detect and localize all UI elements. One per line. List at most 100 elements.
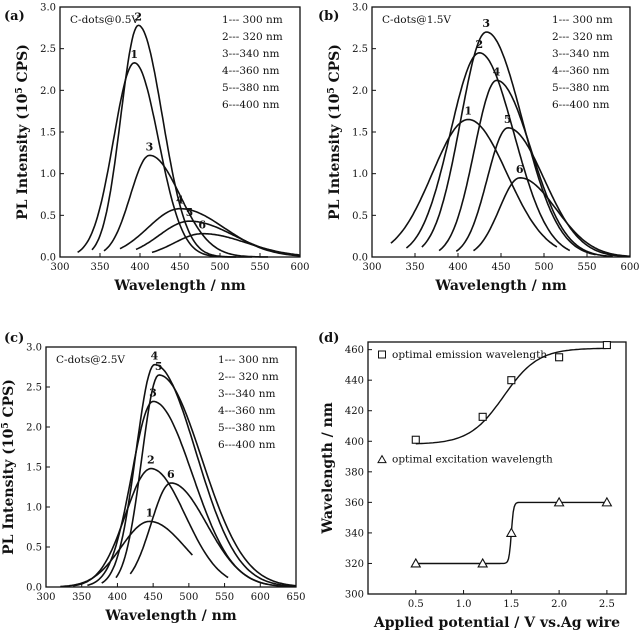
y-tick-label: 1.0 [40, 169, 56, 180]
series-5-label: 5 [186, 206, 194, 219]
y-tick-label: 1.5 [40, 128, 56, 139]
x-tick-label: 600 [620, 262, 639, 273]
panel-c: (c) 300 350 400 450 500 550 600 650 0.0 0.5 1.0 1.5 2… [1, 331, 306, 624]
plot-frame [367, 341, 627, 595]
y-tick-label: 0.5 [26, 543, 42, 554]
series-1-label: 1 [146, 506, 154, 519]
y-tick-label: 0.5 [40, 211, 56, 222]
series-6-label: 6 [167, 468, 175, 481]
series-4-label: 4 [493, 65, 501, 78]
x-tick-label: 550 [215, 592, 234, 603]
series-4-line [438, 79, 613, 258]
sample-annotation: C-dots@1.5V [382, 14, 451, 26]
panel-label: (c) [4, 331, 24, 346]
series-5-label: 5 [155, 360, 163, 373]
y-tick-label: 300 [345, 590, 364, 601]
y-tick-label: 340 [345, 528, 364, 539]
series-2-label: 2 [147, 454, 155, 467]
series-6-label: 6 [198, 219, 206, 232]
panel-label: (d) [318, 331, 339, 346]
emission-point [602, 341, 611, 350]
x-tick-label: 300 [362, 262, 381, 273]
series-4-label: 4 [151, 350, 159, 363]
panel-b: (b) 300 350 400 450 500 550 600 0.0 0.5 1.0 1.5 2.0 2… [318, 3, 640, 295]
excitation-point [505, 527, 517, 537]
series-3-label: 3 [149, 386, 157, 399]
series-5-line [115, 374, 297, 587]
legend-entry: 5---380 nm [222, 82, 279, 94]
x-tick-label: 400 [130, 262, 149, 273]
series-3-label: 3 [146, 140, 154, 153]
legend-entry: 4---360 nm [222, 65, 279, 77]
legend-entry: 3---340 nm [222, 48, 279, 60]
panel-label: (a) [4, 9, 25, 24]
sample-annotation: C-dots@0.5V [70, 14, 139, 26]
series-2-line [91, 24, 252, 258]
excitation-point [553, 496, 565, 507]
legend-entry: 4---360 nm [218, 405, 275, 417]
y-tick-label: 2.5 [26, 383, 42, 394]
y-tick-label: 2.0 [26, 423, 42, 434]
x-tick-label: 500 [534, 262, 553, 273]
y-tick-label: 2.0 [352, 86, 368, 97]
y-axis-label: PL Intensity (105 CPS) [327, 44, 343, 220]
legend-entry: 2--- 320 nm [218, 371, 279, 383]
x-tick-label: 300 [50, 262, 69, 273]
x-axis-label: Wavelength / nm [434, 278, 566, 294]
x-tick-label: 0.5 [408, 599, 424, 610]
x-tick-label: 400 [448, 262, 467, 273]
x-tick-label: 350 [90, 262, 109, 273]
x-tick-label: 1.0 [456, 599, 472, 610]
x-tick-label: 350 [72, 592, 91, 603]
x-axis-label: Applied potential / V vs.Ag wire [373, 615, 620, 631]
panel-label: (b) [318, 9, 339, 24]
series-1-line [77, 61, 236, 258]
x-tick-label: 600 [251, 592, 270, 603]
legend-entry: 5---380 nm [218, 422, 275, 434]
y-tick-label: 400 [345, 437, 364, 448]
y-tick-label: 3.0 [352, 3, 368, 14]
y-tick-label: 1.5 [26, 463, 42, 474]
y-tick-label: 1.0 [26, 503, 42, 514]
series-2-label: 2 [134, 10, 142, 23]
series-4-line [101, 363, 296, 588]
legend-entry: 6---400 nm [222, 99, 279, 111]
legend-entry: 2--- 320 nm [552, 31, 613, 43]
y-tick-label: 0.5 [352, 211, 368, 222]
legend-entry: 6---400 nm [552, 99, 609, 111]
panel-a: (a) 300 350 400 450 500 550 600 0.0 0.5 1.0 1.5 2.0 2… [4, 3, 310, 295]
series-6-line [129, 482, 268, 586]
legend-square-icon [378, 350, 386, 359]
legend-entry: 2--- 320 nm [222, 31, 283, 43]
y-tick-label: 3.0 [26, 343, 42, 354]
x-tick-label: 650 [286, 592, 305, 603]
emission-point [478, 412, 487, 421]
x-tick-label: 550 [250, 262, 269, 273]
x-tick-label: 1.5 [503, 599, 519, 610]
legend-triangle-icon [377, 454, 387, 464]
series-6-line [151, 232, 301, 256]
y-tick-label: 3.0 [40, 3, 56, 14]
y-tick-label: 420 [345, 406, 364, 417]
y-tick-label: 380 [345, 467, 364, 478]
x-axis-label: Wavelength / nm [104, 608, 236, 624]
emission-fit-line [415, 347, 607, 445]
x-tick-label: 2.0 [551, 599, 567, 610]
y-tick-label: 0.0 [26, 583, 42, 594]
series-6-line [473, 176, 630, 257]
x-tick-label: 2.5 [599, 599, 615, 610]
y-axis-label: PL Intensity (105 CPS) [1, 379, 17, 555]
legend-entry: 1--- 300 nm [552, 14, 613, 26]
y-tick-label: 2.5 [40, 44, 56, 55]
x-tick-label: 400 [108, 592, 127, 603]
y-tick-label: 0.0 [352, 253, 368, 264]
excitation-point [410, 557, 422, 568]
legend-entry: 5---380 nm [552, 82, 609, 94]
excitation-point [477, 557, 489, 568]
x-tick-label: 450 [170, 262, 189, 273]
x-tick-label: 300 [36, 592, 55, 603]
series-2-line [405, 51, 571, 252]
series-2-label: 2 [476, 38, 484, 51]
x-tick-label: 500 [210, 262, 229, 273]
legend-entry: optimal excitation wavelength [392, 454, 553, 466]
